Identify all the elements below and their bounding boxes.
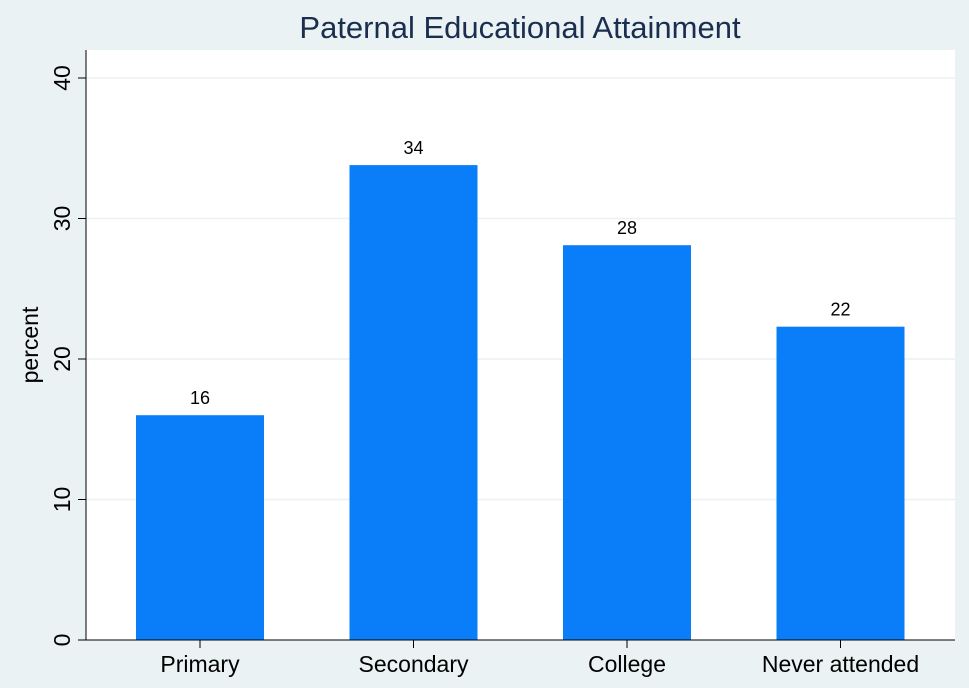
- y-axis-label: percent: [17, 306, 43, 383]
- y-tick-label: 10: [49, 487, 75, 513]
- labels: 16 Primary 34 Secondary 28 College 22 Never att…: [160, 138, 919, 677]
- bar: [349, 165, 478, 641]
- bar-value-label: 28: [617, 218, 637, 238]
- y-tick-label: 30: [49, 206, 75, 232]
- y-tick-label: 40: [49, 65, 75, 91]
- x-tick-label: Never attended: [762, 651, 919, 677]
- bar: [136, 415, 264, 640]
- x-tick-label: College: [588, 651, 666, 677]
- x-tick-label: Primary: [160, 651, 240, 677]
- bar-value-label: 34: [403, 138, 423, 158]
- x-tick-label: Secondary: [359, 651, 469, 677]
- y-axis: 0 10 20 30 40: [49, 50, 955, 648]
- y-tick-label: 0: [49, 634, 75, 647]
- bar-value-label: 22: [830, 300, 850, 320]
- bar: [776, 326, 905, 640]
- y-tick-label: 20: [49, 346, 75, 372]
- bar: [563, 245, 691, 640]
- bar-value-label: 16: [190, 388, 210, 408]
- bars: [136, 165, 905, 641]
- chart-title: Paternal Educational Attainment: [299, 10, 741, 45]
